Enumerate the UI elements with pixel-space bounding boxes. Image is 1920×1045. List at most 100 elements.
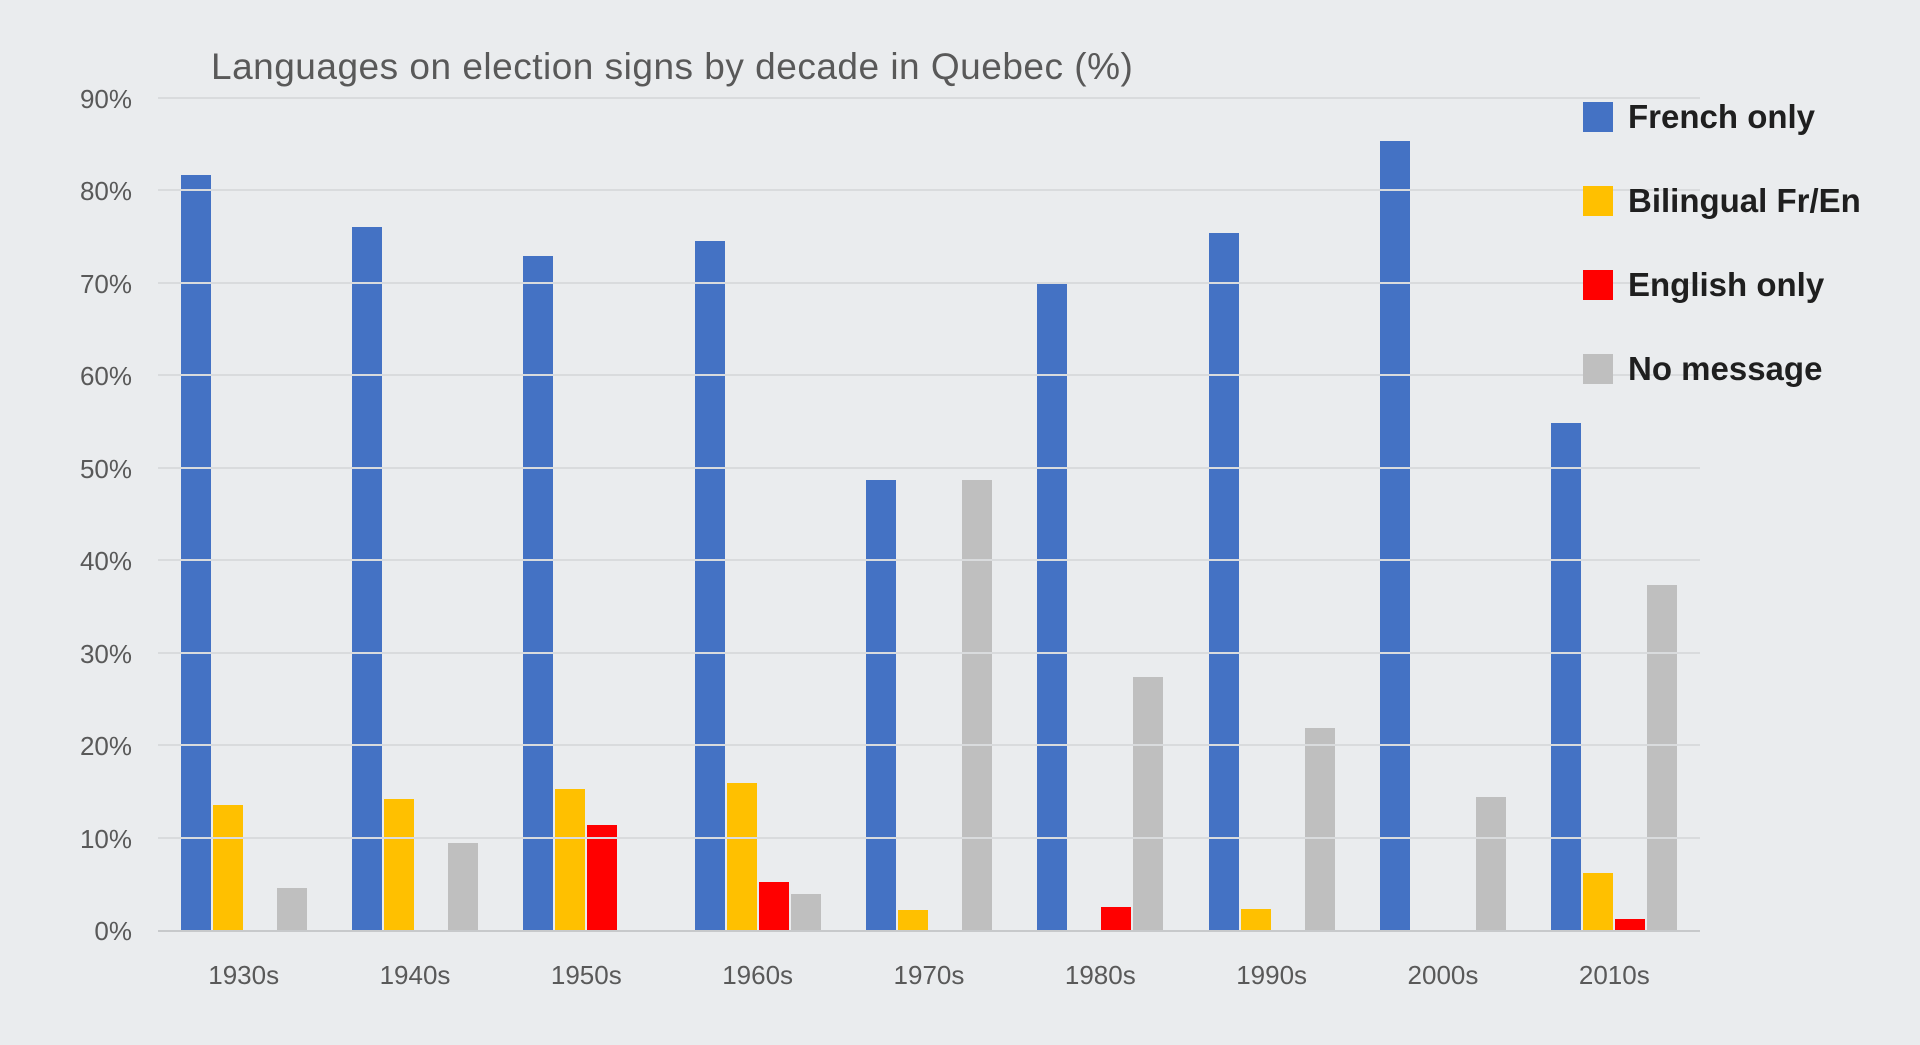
bar-slot xyxy=(245,99,275,931)
bar-2000s-no-message xyxy=(1475,796,1506,931)
bar-slot xyxy=(1475,99,1506,931)
legend-label: French only xyxy=(1628,98,1816,135)
bar-2000s-french-only xyxy=(1379,140,1410,931)
bar-slot xyxy=(619,99,649,931)
gridline-80 xyxy=(158,189,1700,192)
x-tick-label-1970s: 1970s xyxy=(893,960,965,990)
gridline-20 xyxy=(158,744,1700,747)
bar-group-1990s xyxy=(1186,99,1357,931)
bar-slot xyxy=(1037,99,1068,931)
bar-slot xyxy=(930,99,960,931)
bar-slot xyxy=(1647,99,1678,931)
bar-group-1980s xyxy=(1015,99,1186,931)
legend-item-english-only: English only xyxy=(1583,256,1861,314)
y-tick-label-40pct: 40% xyxy=(79,546,132,577)
legend-label: No message xyxy=(1628,350,1823,387)
legend-swatch-icon xyxy=(1583,270,1613,300)
bar-slot xyxy=(276,99,307,931)
bar-slot xyxy=(1133,99,1164,931)
bar-slot xyxy=(694,99,725,931)
legend-item-french-only: French only xyxy=(1583,88,1861,146)
x-tick-label-1980s: 1980s xyxy=(1064,960,1136,990)
bar-1930s-no-message xyxy=(276,888,307,931)
legend-item-no-message: No message xyxy=(1583,340,1861,398)
bar-1940s-french-only xyxy=(351,226,382,931)
bar-group-2000s xyxy=(1357,99,1528,931)
bar-1960s-french-only xyxy=(694,241,725,931)
bar-2010s-bilingual-fr-en xyxy=(1583,872,1614,931)
bar-slot xyxy=(1379,99,1410,931)
gridline-60 xyxy=(158,374,1700,377)
bar-slot xyxy=(961,99,992,931)
bar-1960s-no-message xyxy=(790,894,821,931)
bar-1940s-bilingual-fr-en xyxy=(383,798,414,931)
x-tick-label-1960s: 1960s xyxy=(722,960,794,990)
bar-slot xyxy=(1412,99,1442,931)
legend-label: English only xyxy=(1628,266,1825,303)
bar-slot xyxy=(523,99,554,931)
plot-area xyxy=(158,97,1700,932)
gridline-10 xyxy=(158,836,1700,839)
bar-2010s-french-only xyxy=(1551,422,1582,931)
bar-slot xyxy=(1583,99,1614,931)
bar-group-1930s xyxy=(158,99,329,931)
bar-slot xyxy=(1551,99,1582,931)
bar-slot xyxy=(1240,99,1271,931)
bar-slot xyxy=(383,99,414,931)
x-tick-label-1930s: 1930s xyxy=(208,960,280,990)
bar-slot xyxy=(726,99,757,931)
bars-layer xyxy=(158,99,1700,931)
bar-1950s-english-only xyxy=(587,824,618,931)
bar-slot xyxy=(1444,99,1474,931)
bar-1980s-no-message xyxy=(1133,676,1164,931)
gridline-90 xyxy=(158,97,1700,99)
bar-1980s-french-only xyxy=(1037,283,1068,931)
bar-1970s-bilingual-fr-en xyxy=(897,909,928,931)
bar-slot xyxy=(1304,99,1335,931)
x-tick-label-1950s: 1950s xyxy=(550,960,622,990)
gridline-40 xyxy=(158,559,1700,562)
bar-group-1940s xyxy=(329,99,500,931)
bar-1950s-french-only xyxy=(523,256,554,931)
bar-slot xyxy=(555,99,586,931)
bar-slot xyxy=(1273,99,1303,931)
legend-label: Bilingual Fr/En xyxy=(1628,182,1861,219)
legend-swatch-icon xyxy=(1583,186,1613,216)
bar-slot xyxy=(1101,99,1132,931)
x-tick-label-2000s: 2000s xyxy=(1407,960,1479,990)
bar-1940s-no-message xyxy=(447,843,478,931)
x-tick-label-1990s: 1990s xyxy=(1236,960,1308,990)
bar-1960s-english-only xyxy=(758,882,789,931)
bar-1990s-french-only xyxy=(1208,233,1239,931)
gridline-50 xyxy=(158,466,1700,469)
bar-slot xyxy=(180,99,211,931)
bar-1930s-bilingual-fr-en xyxy=(212,805,243,931)
y-tick-label-30pct: 30% xyxy=(79,638,132,669)
bar-1980s-english-only xyxy=(1101,906,1132,931)
y-tick-label-50pct: 50% xyxy=(79,453,132,484)
legend-swatch-icon xyxy=(1583,102,1613,132)
x-tick-label-2010s: 2010s xyxy=(1578,960,1650,990)
bar-slot xyxy=(1615,99,1646,931)
bar-group-2010s xyxy=(1529,99,1700,931)
bar-slot xyxy=(351,99,382,931)
x-tick-label-1940s: 1940s xyxy=(379,960,451,990)
bar-1990s-no-message xyxy=(1304,727,1335,931)
y-tick-label-90pct: 90% xyxy=(79,84,132,114)
legend-swatch-icon xyxy=(1583,354,1613,384)
bar-slot xyxy=(758,99,789,931)
gridline-30 xyxy=(158,651,1700,654)
y-tick-label-80pct: 80% xyxy=(79,176,132,207)
bar-group-1960s xyxy=(672,99,843,931)
bar-1950s-bilingual-fr-en xyxy=(555,788,586,931)
y-tick-label-60pct: 60% xyxy=(79,361,132,392)
y-tick-label-10pct: 10% xyxy=(79,823,132,854)
bar-group-1950s xyxy=(501,99,672,931)
bar-slot xyxy=(1069,99,1099,931)
x-axis-line xyxy=(158,930,1700,932)
bar-2010s-no-message xyxy=(1647,585,1678,931)
x-axis: 1930s 1940s 1950s 1960s 1970s 1980s 1990s 2000s… xyxy=(158,946,1700,991)
bar-slot xyxy=(587,99,618,931)
chart-title: Languages on election signs by decade in… xyxy=(211,46,1134,87)
